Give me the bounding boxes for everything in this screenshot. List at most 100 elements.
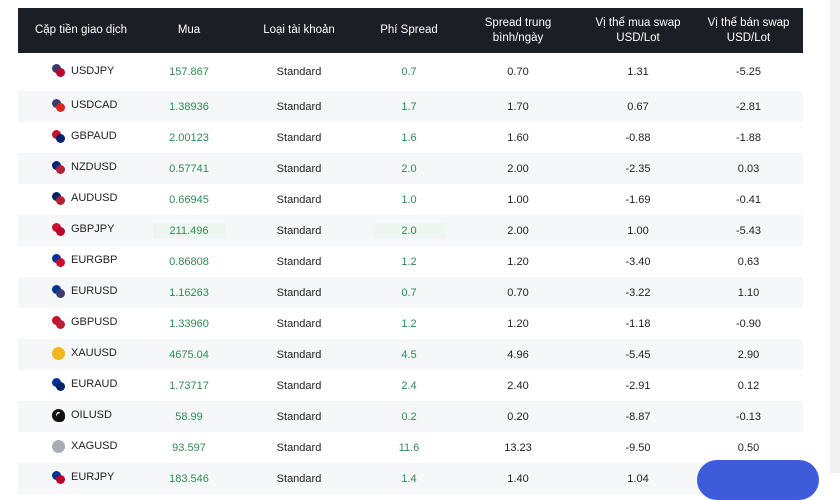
avg-spread-cell-value: 2.00	[507, 224, 529, 237]
table-row: GBPJPY 211.496 Standard 2.0 2.00 1.00 -5.43	[18, 215, 803, 246]
buy-price-cell-value: 1.33960	[169, 317, 209, 330]
currency-flag-icon	[52, 64, 65, 77]
account-type-cell: Standard	[234, 463, 364, 494]
spread-cell-value: 1.4	[401, 472, 417, 485]
swap-long-cell: -3.40	[582, 246, 694, 277]
swap-short-cell-value: 0.63	[737, 255, 760, 268]
table-row: EURGBP 0.86808 Standard 1.2 1.20 -3.40 0.63	[18, 246, 803, 277]
buy-price-cell: 157.867	[144, 53, 234, 91]
swap-long-cell-value: -1.18	[625, 317, 651, 330]
avg-spread-cell: 1.00	[454, 184, 582, 215]
buy-price-cell: 1.16263	[144, 277, 234, 308]
avg-spread-cell-value: 1.70	[507, 100, 529, 113]
account-type-cell: Standard	[234, 432, 364, 463]
spread-cell: 1.6	[364, 122, 454, 153]
swap-long-cell: -0.88	[582, 122, 694, 153]
account-type-cell-value: Standard	[276, 317, 322, 330]
swap-short-cell-value: -0.13	[735, 410, 762, 423]
pair-label-group: NZDUSD	[52, 160, 117, 174]
pair-cell: USDJPY	[18, 53, 144, 91]
spread-cell-value: 0.7	[401, 286, 417, 299]
avg-spread-cell-value: 0.20	[507, 410, 529, 423]
buy-price-cell: 1.73717	[144, 370, 234, 401]
table-row: GBPAUD 2.00123 Standard 1.6 1.60 -0.88 -1.88	[18, 122, 803, 153]
pair-label-group: EURUSD	[52, 284, 117, 298]
chat-bubble-icon[interactable]	[697, 460, 819, 500]
buy-price-cell-value: 0.86808	[169, 255, 209, 268]
avg-spread-cell: 1.70	[454, 91, 582, 122]
account-type-cell: Standard	[234, 91, 364, 122]
avg-spread-cell: 2.00	[454, 153, 582, 184]
pair-cell: USDCAD	[18, 91, 144, 122]
pair-cell: NZDUSD	[18, 153, 144, 184]
header-spread: Phí Spread	[380, 24, 438, 36]
buy-price-cell-value: 58.99	[175, 410, 203, 423]
spread-cell-value: 1.0	[401, 193, 417, 206]
swap-short-cell: 2.90	[694, 339, 803, 370]
avg-spread-cell-value: 1.20	[507, 255, 529, 268]
pair-label-group: GBPAUD	[52, 129, 117, 143]
spread-cell-value: 11.6	[398, 441, 420, 454]
account-type-cell-value: Standard	[276, 131, 322, 144]
swap-short-cell: 1.10	[694, 277, 803, 308]
buy-price-cell-value: 157.867	[169, 66, 209, 78]
pair-cell: GBPUSD	[18, 308, 144, 339]
pair-symbol: OILUSD	[71, 409, 112, 421]
swap-short-cell: -2.81	[694, 91, 803, 122]
swap-short-cell-value: -0.41	[735, 193, 762, 206]
spread-cell-value: 1.2	[401, 255, 417, 268]
swap-long-cell: -1.18	[582, 308, 694, 339]
buy-price-cell: 211.496	[144, 215, 234, 246]
swap-long-cell-value: -3.40	[625, 255, 651, 268]
swap-short-cell: -1.88	[694, 122, 803, 153]
pair-symbol: EURGBP	[71, 254, 118, 266]
swap-long-cell-value: -0.88	[625, 131, 651, 144]
avg-spread-cell-value: 13.23	[504, 441, 532, 454]
spread-cell: 0.7	[364, 53, 454, 91]
buy-price-cell: 93.597	[144, 432, 234, 463]
account-type-cell: Standard	[234, 246, 364, 277]
account-type-cell-value: Standard	[276, 472, 322, 485]
swap-long-cell-value: -2.91	[625, 379, 651, 392]
swap-long-cell-value: -5.45	[625, 348, 651, 361]
account-type-cell: Standard	[234, 401, 364, 432]
table-header-row: Cặp tiền giao dịch Mua Loại tài khoản Ph…	[18, 8, 803, 53]
swap-short-cell-value: 0.12	[737, 379, 760, 392]
account-type-cell: Standard	[234, 308, 364, 339]
buy-price-cell-value: 1.38936	[169, 100, 209, 113]
account-type-cell-value: Standard	[276, 410, 322, 423]
account-type-cell: Standard	[234, 122, 364, 153]
avg-spread-cell: 4.96	[454, 339, 582, 370]
spread-cell: 1.2	[364, 308, 454, 339]
buy-price-cell: 0.66945	[144, 184, 234, 215]
pair-cell: XAGUSD	[18, 432, 144, 463]
pair-label-group: GBPUSD	[52, 315, 117, 329]
account-type-cell: Standard	[234, 153, 364, 184]
swap-short-cell: 0.03	[694, 153, 803, 184]
swap-long-cell: -2.35	[582, 153, 694, 184]
pair-symbol: USDJPY	[71, 64, 115, 77]
pair-label-group: EURAUD	[52, 377, 117, 391]
account-type-cell: Standard	[234, 184, 364, 215]
buy-price-cell: 0.86808	[144, 246, 234, 277]
avg-spread-cell: 2.40	[454, 370, 582, 401]
swap-long-cell: 0.67	[582, 91, 694, 122]
swap-long-cell: -9.50	[582, 432, 694, 463]
buy-price-cell: 183.546	[144, 463, 234, 494]
currency-flag-icon	[52, 191, 65, 205]
swap-short-cell-value: 2.90	[737, 348, 760, 361]
swap-short-cell-value: -2.81	[735, 100, 762, 113]
table-row: XAGUSD 93.597 Standard 11.6 13.23 -9.50 0.50	[18, 432, 803, 463]
buy-price-cell: 58.99	[144, 401, 234, 432]
avg-spread-cell-value: 2.40	[507, 379, 529, 392]
table-row: EURJPY 183.546 Standard 1.4 1.40 1.04	[18, 463, 803, 494]
swap-short-cell: -0.41	[694, 184, 803, 215]
spread-cell-value: 1.6	[401, 131, 417, 144]
swap-long-cell-value: -2.35	[625, 162, 651, 175]
header-avg-spread: Spread trung bình/ngày	[484, 16, 552, 44]
page-scrollbar[interactable]	[830, 0, 840, 473]
swap-long-cell: -3.22	[582, 277, 694, 308]
spread-cell: 4.5	[364, 339, 454, 370]
swap-short-cell: 0.50	[694, 432, 803, 463]
pair-label-group: USDCAD	[52, 98, 117, 112]
